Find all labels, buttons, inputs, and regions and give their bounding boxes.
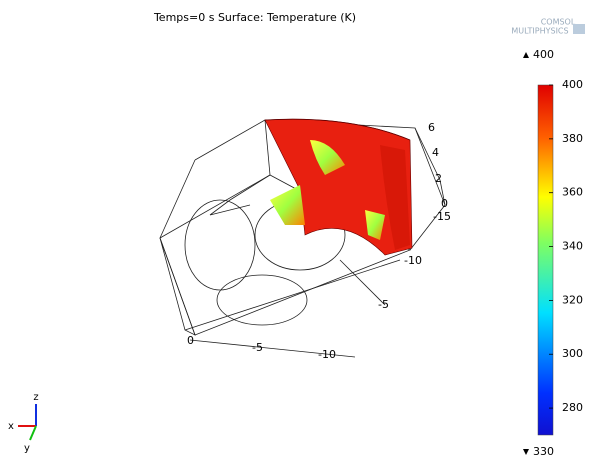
colorbar-tick-label: 280	[562, 401, 583, 414]
z-tick-label: 6	[428, 121, 435, 134]
plot-title: Temps=0 s Surface: Temperature (K)	[153, 11, 356, 24]
triad-label: z	[33, 392, 38, 403]
logo-icon	[573, 24, 585, 34]
x-tick-label: 0	[187, 334, 194, 347]
plot-window: Temps=0 s Surface: Temperature (K) COMSO…	[0, 0, 598, 458]
x-tick-label: -10	[318, 348, 336, 361]
colorbar-tick-label: 400	[562, 78, 583, 91]
y-tick-label: -15	[433, 210, 451, 223]
colorbar-tick-label: 320	[562, 293, 583, 306]
colorbar-tick-label: 380	[562, 132, 583, 145]
colorbar-tick-label: 300	[562, 347, 583, 360]
colorbar	[538, 85, 553, 435]
z-tick-label: 4	[432, 146, 439, 159]
logo: MULTIPHYSICS	[511, 27, 568, 36]
colorbar-tick-label: 360	[562, 186, 583, 199]
logo: COMSOL	[541, 18, 576, 27]
triad-label: x	[8, 421, 14, 432]
axis-triad: z x y	[8, 392, 39, 454]
max-label: 400	[533, 48, 554, 61]
min-marker	[523, 449, 529, 455]
max-marker	[523, 52, 529, 58]
y-tick-label: -5	[378, 298, 389, 311]
z-tick-label: 0	[441, 197, 448, 210]
temperature-surface	[265, 119, 412, 255]
x-tick-label: -5	[252, 341, 263, 354]
colorbar-tick-label: 340	[562, 240, 583, 253]
min-label: 330	[533, 445, 554, 458]
y-tick-label: -10	[404, 254, 422, 267]
z-tick-label: 2	[435, 172, 442, 185]
triad-label: y	[24, 443, 30, 454]
